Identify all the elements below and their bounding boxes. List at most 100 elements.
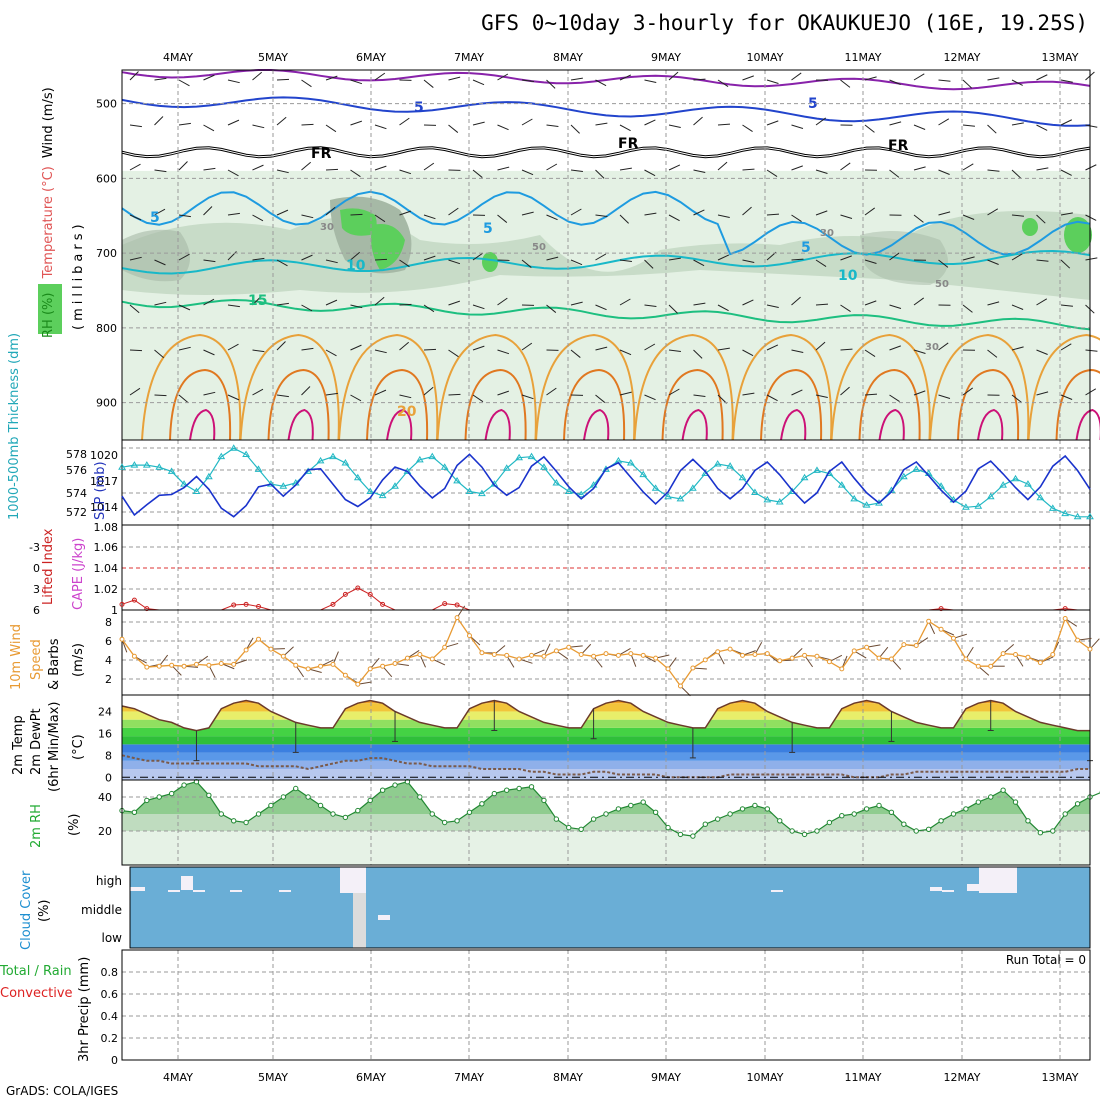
cape-arch-core — [681, 408, 708, 441]
thickness-point — [415, 455, 424, 463]
rh-point — [528, 784, 535, 790]
wind-barb — [399, 117, 410, 126]
rh-point — [541, 797, 547, 804]
rh-point — [826, 819, 833, 826]
wind-barb — [717, 214, 730, 218]
slp-thickness-panel: 578 576 574 572 1020 1017 1014 — [66, 439, 1094, 526]
temp-band — [122, 719, 1090, 728]
cape-arch-outer — [830, 333, 931, 441]
temp-band — [122, 711, 1090, 720]
wind-barb — [840, 348, 853, 351]
wind-barb — [570, 349, 581, 358]
thickness-point — [453, 476, 461, 484]
wind-barb — [717, 347, 730, 351]
rh-point — [578, 826, 584, 832]
wind-speed-point — [367, 666, 373, 672]
wind-barb — [1060, 259, 1071, 269]
wind-speed-point — [1037, 660, 1043, 666]
thickness-point — [254, 465, 263, 472]
temp-tick: 8 — [105, 749, 112, 762]
wind-barb — [791, 214, 802, 222]
wind-barb — [1011, 304, 1024, 310]
wind-barb — [742, 168, 755, 171]
wind-barb — [203, 206, 213, 216]
wind-barb — [644, 79, 657, 83]
wind-barb — [595, 214, 608, 217]
wind-barb — [423, 162, 435, 171]
wind-speed-point — [677, 683, 683, 689]
wind-barb — [546, 79, 556, 89]
wind-barb — [154, 349, 165, 359]
cape-arch-core — [386, 408, 413, 441]
thickness-point — [142, 461, 151, 468]
thickness-point — [763, 495, 772, 503]
wind-barb — [497, 349, 510, 355]
slp-tick: 1020 — [90, 449, 118, 462]
rh-point — [665, 824, 671, 831]
pressure-tick-label: 500 — [96, 98, 117, 111]
wind-barb — [521, 79, 534, 82]
rh-point — [913, 828, 919, 834]
rh-point — [1050, 828, 1056, 834]
rh2m-panel: 40 20 — [98, 779, 1100, 866]
wind-speed-point — [702, 657, 708, 663]
wind-barb — [129, 124, 142, 128]
sounding-unit-label: (millibars) — [71, 220, 86, 330]
wind-barb — [276, 78, 290, 81]
wind-barb — [154, 301, 167, 306]
wind-barb — [399, 169, 412, 175]
wind-barb — [1011, 79, 1023, 86]
wind-barb — [938, 342, 949, 351]
precip-tick: 0.2 — [101, 1032, 119, 1045]
wind-barb — [252, 257, 265, 261]
wind-barb — [791, 296, 801, 306]
wind-barb — [1011, 346, 1024, 351]
cape-arch-inner — [858, 368, 921, 441]
contour-label: 15 — [248, 293, 267, 309]
wind-barb — [619, 349, 632, 356]
wind-barb — [595, 122, 608, 126]
wind-barb — [178, 79, 190, 87]
rh-point — [491, 790, 498, 797]
temp-band — [122, 760, 1090, 770]
wind-barb — [546, 214, 558, 221]
cloud-block — [279, 890, 291, 892]
temp2m-panel: 24 16 8 0 — [98, 694, 1093, 784]
wind-speed-point — [628, 651, 634, 657]
lifted-tick: -3 — [29, 541, 40, 554]
cape-arch-core — [287, 408, 314, 441]
cloud-unit: (%) — [37, 900, 52, 923]
wind-barb — [693, 302, 706, 306]
wind-barb — [693, 394, 706, 397]
wind-barb — [178, 304, 191, 311]
contour-label: 10 — [346, 258, 366, 274]
wind-barb — [815, 169, 828, 174]
wind-barb — [619, 124, 631, 132]
temp-label-a: 2m Temp — [11, 715, 26, 775]
wind-barb — [815, 394, 828, 398]
wind-barb — [1011, 214, 1024, 217]
cape-arch-outer — [1027, 333, 1100, 441]
slp-tick: 1014 — [90, 501, 118, 514]
bottom-day-labels: 4MAY 5MAY 6MAY 7MAY 8MAY 9MAY 10MAY 11MAY 12MAY 1… — [163, 1071, 1079, 1084]
wind-barb — [178, 346, 191, 351]
rh-point — [417, 794, 423, 800]
lifted-index-label: Lifted Index — [41, 528, 56, 605]
bottom-day-label: 9MAY — [651, 1071, 681, 1084]
lifted-index-point — [938, 606, 944, 612]
wind-barb — [1036, 349, 1048, 355]
wind-barb — [448, 124, 459, 133]
rh-band-mid — [122, 814, 1090, 831]
thickness-point — [688, 484, 697, 491]
wind-barb — [864, 76, 877, 81]
rh-point — [454, 818, 460, 824]
wind-barb — [301, 123, 314, 126]
wind-barb — [472, 252, 484, 261]
thickness-point — [962, 503, 970, 510]
wind-barb — [913, 73, 925, 81]
thickness-point — [192, 487, 201, 494]
panel-frame — [121, 779, 1091, 866]
rh-point — [851, 811, 857, 817]
cape-arch-inner — [464, 368, 527, 441]
wind-speed-point — [206, 662, 212, 668]
